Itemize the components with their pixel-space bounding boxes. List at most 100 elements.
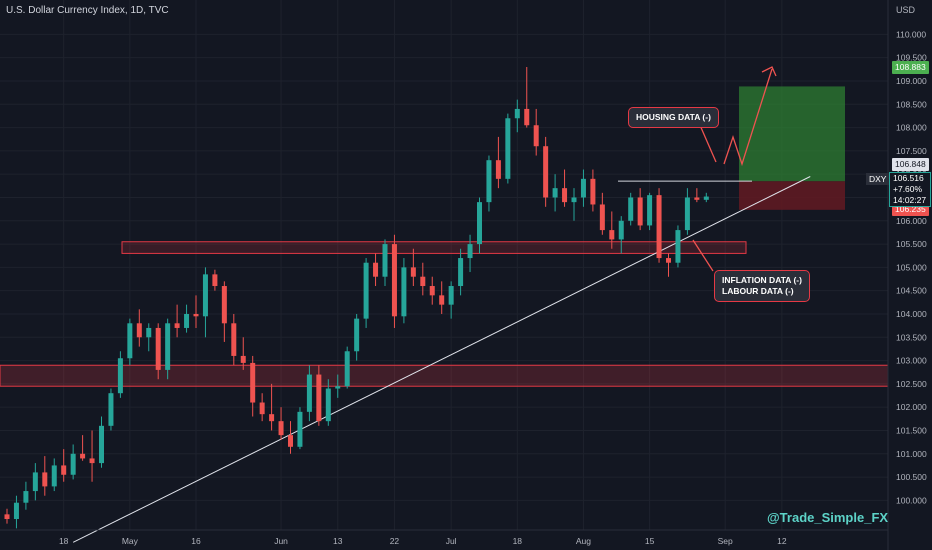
price-tick-label: 108.500 [896, 99, 927, 109]
last-price-box: 106.516 +7.60% 14:02:27 [889, 172, 931, 207]
grid-lines [0, 0, 888, 530]
candle-body [439, 295, 445, 305]
candle-body [108, 393, 114, 426]
price-tick-label: 105.000 [896, 262, 927, 272]
candle-body [344, 351, 350, 387]
candle-body [571, 197, 577, 203]
price-tick-label: 102.500 [896, 379, 927, 389]
projection-arrowhead [761, 66, 777, 77]
candle-body [618, 220, 624, 240]
price-tick-label: 101.000 [896, 449, 927, 459]
candle-body [391, 244, 397, 317]
price-axis[interactable]: 100.000 100.500 101.000 101.500 102.000 102.5… [887, 0, 932, 550]
currency-label: USD [896, 5, 916, 15]
time-tick-label: 22 [390, 536, 400, 546]
time-tick-label: 16 [191, 536, 201, 546]
candle-body [316, 374, 322, 422]
price-tick-label: 103.000 [896, 356, 927, 366]
candle-body [354, 318, 360, 352]
trend-lines [72, 176, 811, 543]
candle-body [552, 188, 558, 198]
price-tick-label: 110.000 [896, 29, 926, 39]
time-tick-label: Jun [274, 536, 288, 546]
author-watermark: @Trade_Simple_FX [767, 510, 889, 525]
entry-price-label: 106.848 [892, 158, 929, 171]
price-tick-label: 103.500 [896, 332, 927, 342]
price-tick-label: 104.000 [896, 309, 927, 319]
candle-body [666, 258, 671, 263]
candlestick-series [4, 67, 709, 529]
inflation-labour-callout[interactable]: INFLATION DATA (-) LABOUR DATA (-) [714, 270, 810, 302]
candle-body [448, 286, 454, 305]
candle-body [80, 453, 86, 459]
candle-body [401, 267, 407, 317]
candle-body [61, 465, 67, 475]
candle-body [684, 197, 690, 231]
time-tick-label: 18 [59, 536, 69, 546]
candle-body [146, 327, 152, 338]
price-tick-label: 104.500 [896, 286, 927, 296]
candle-body [637, 197, 643, 226]
candle-body [250, 362, 256, 403]
candle-body [514, 108, 520, 119]
inflation-callout-line: INFLATION DATA (-) [722, 275, 802, 285]
candle-body [467, 244, 473, 259]
time-tick-label: 18 [513, 536, 523, 546]
candle-body [23, 491, 29, 503]
labour-callout-line: LABOUR DATA (-) [722, 286, 794, 296]
candle-body [221, 286, 227, 324]
support-zone-upper [121, 241, 747, 254]
candle-body [184, 313, 190, 328]
candle-body [202, 274, 208, 317]
time-tick-label: Jul [446, 536, 457, 546]
candle-body [155, 327, 161, 370]
housing-data-callout[interactable]: HOUSING DATA (-) [628, 107, 719, 128]
candle-body [590, 178, 596, 205]
candle-body [382, 244, 388, 277]
candle-body [136, 323, 142, 338]
price-tick-label: 101.500 [896, 425, 927, 435]
chart-title: U.S. Dollar Currency Index, 1D, TVC [6, 5, 169, 16]
candle-body [174, 323, 180, 328]
candle-body [127, 323, 133, 359]
time-tick-label: 15 [645, 536, 655, 546]
candle-body [117, 358, 123, 394]
bar-countdown: 14:02:27 [893, 195, 927, 205]
candle-body [193, 313, 199, 317]
candle-body [410, 267, 416, 277]
price-change: +7.60% [893, 184, 923, 194]
last-price: 106.516 [893, 173, 924, 183]
price-tick-label: 109.000 [896, 76, 927, 86]
candle-body [675, 230, 681, 263]
candle-body [533, 125, 539, 147]
candle-body [231, 323, 237, 356]
price-tick-label: 108.000 [896, 123, 927, 133]
candle-body [335, 386, 341, 389]
price-tick-label: 102.000 [896, 402, 927, 412]
long-position-tool[interactable] [739, 86, 845, 210]
candle-body [647, 195, 653, 226]
candle-body [429, 286, 435, 296]
candle-body [42, 472, 48, 487]
time-tick-label: Aug [576, 536, 591, 546]
candle-body [240, 355, 246, 363]
candle-body [543, 146, 549, 198]
candle-body [70, 453, 76, 475]
candle-body [89, 458, 95, 464]
price-tick-label: 100.000 [896, 495, 927, 505]
candle-body [278, 421, 284, 436]
time-tick-label: May [122, 536, 139, 546]
candle-body [373, 262, 379, 277]
candle-body [212, 274, 218, 287]
candle-body [51, 465, 57, 487]
candle-body [363, 262, 369, 319]
candle-body [306, 374, 312, 412]
inflation-arrow [692, 239, 714, 272]
trend-line [72, 176, 811, 543]
candle-body [458, 258, 464, 287]
candle-body [599, 204, 605, 231]
time-axis[interactable]: 18 May 16 Jun 13 22 Jul 18 Aug 15 Sep 12 [0, 529, 888, 546]
time-tick-label: 12 [777, 536, 787, 546]
time-tick-label: Sep [718, 536, 733, 546]
